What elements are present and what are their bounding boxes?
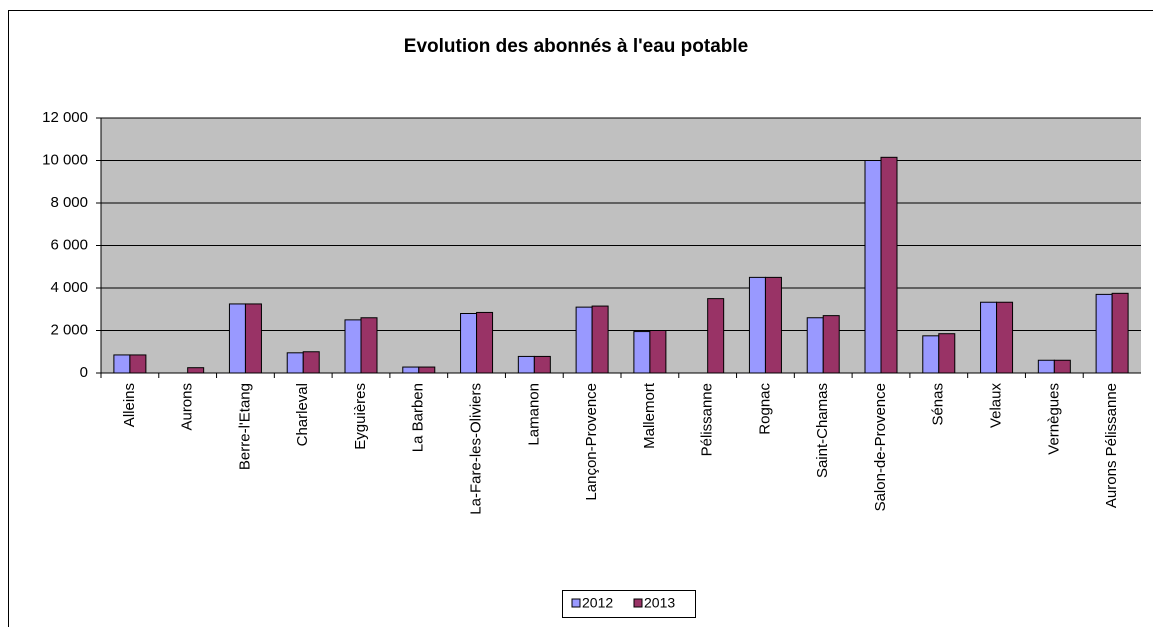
- bar: [533, 355, 551, 374]
- y-tick-label: 4 000: [50, 279, 88, 296]
- x-tick-label: Alleins: [121, 383, 138, 427]
- bar: [402, 366, 420, 374]
- x-tick-label: Sénas: [930, 383, 947, 426]
- x-tick-label: Velaux: [988, 383, 1005, 429]
- x-tick-label: Salon-de-Provence: [872, 383, 889, 511]
- x-tick-label: Berre-l'Etang: [236, 383, 253, 470]
- bar: [764, 276, 782, 374]
- legend-label: 2013: [644, 595, 675, 611]
- x-tick-label: La-Fare-les-Oliviers: [468, 383, 485, 515]
- x-tick-label: Aurons Pélissanne: [1103, 383, 1120, 508]
- x-tick-label: Rognac: [756, 383, 773, 435]
- chart-title: Evolution des abonnés à l'eau potable: [404, 36, 748, 57]
- legend-box: [562, 590, 696, 618]
- bar: [822, 315, 840, 374]
- bar: [649, 330, 667, 374]
- x-tick-label: Lançon-Provence: [583, 383, 600, 501]
- bar: [633, 331, 651, 374]
- bar: [1095, 293, 1113, 374]
- bar: [1037, 359, 1055, 374]
- y-tick-label: 8 000: [50, 194, 88, 211]
- bar: [748, 276, 766, 374]
- x-tick-label: Vernègues: [1045, 383, 1062, 455]
- bar: [864, 160, 882, 374]
- bar: [517, 355, 535, 374]
- bar: [476, 311, 494, 374]
- x-tick-label: Pélissanne: [699, 383, 716, 456]
- bar: [1111, 292, 1129, 374]
- bar: [187, 367, 205, 374]
- bar: [996, 301, 1014, 374]
- bar: [806, 317, 824, 374]
- bar: [575, 306, 593, 374]
- legend-swatch: [633, 598, 643, 608]
- bar: [880, 156, 898, 374]
- legend-swatch: [571, 598, 581, 608]
- x-tick-label: Mallemort: [641, 382, 658, 449]
- x-tick-label: Charleval: [294, 383, 311, 446]
- y-tick-label: 10 000: [42, 151, 88, 168]
- y-tick-label: 12 000: [42, 109, 88, 126]
- x-tick-label: La Barben: [410, 383, 427, 452]
- bar: [418, 366, 436, 374]
- y-tick-label: 0: [80, 364, 88, 381]
- bar: [591, 305, 609, 374]
- y-tick-label: 2 000: [50, 321, 88, 338]
- x-tick-label: Eyguières: [352, 383, 369, 450]
- x-tick-label: Lamanon: [525, 383, 542, 446]
- y-tick-label: 6 000: [50, 236, 88, 253]
- bar: [113, 354, 131, 374]
- bar: [286, 352, 304, 374]
- bar: [460, 313, 478, 374]
- bar: [302, 351, 320, 374]
- bar: [1053, 359, 1071, 374]
- x-tick-label: Aurons: [179, 383, 196, 431]
- legend-label: 2012: [582, 595, 613, 611]
- x-tick-label: Saint-Chamas: [814, 383, 831, 478]
- bar: [707, 298, 725, 374]
- bar: [922, 335, 940, 374]
- bar: [228, 303, 246, 374]
- bar: [129, 354, 147, 374]
- bar: [938, 333, 956, 374]
- bar: [980, 301, 998, 374]
- bar: [360, 317, 378, 374]
- bar: [344, 319, 362, 374]
- bar: [244, 303, 262, 374]
